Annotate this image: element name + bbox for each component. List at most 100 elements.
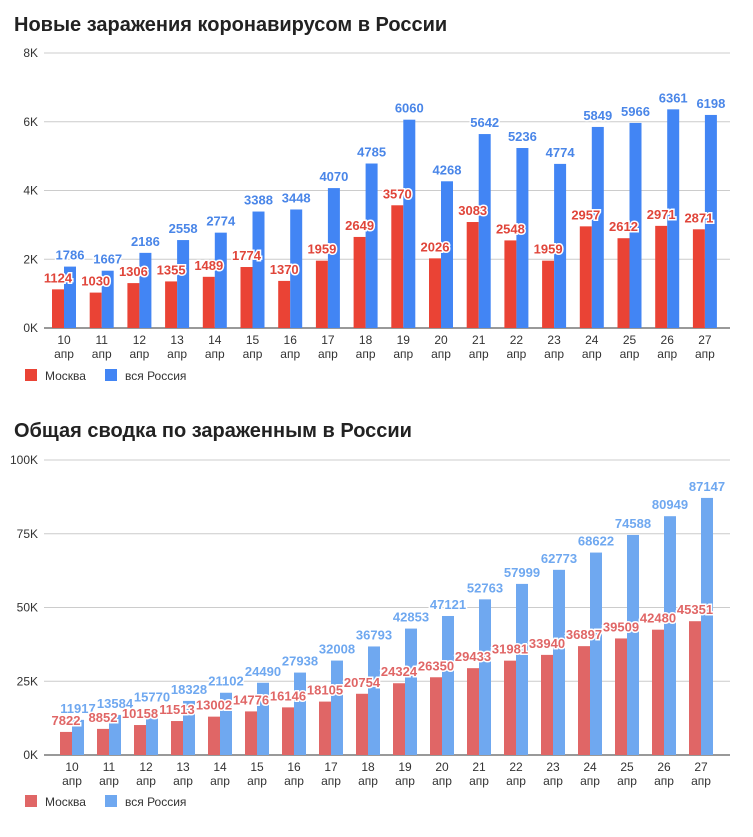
x-tick-month: апр [695,347,715,361]
x-tick-day: 21 [472,760,486,774]
bar-russia [591,126,604,328]
y-tick-label: 50K [17,601,38,615]
y-tick-label: 8K [23,46,38,60]
bar-moscow [208,716,220,755]
y-tick-label: 2K [23,252,38,266]
x-tick-day: 27 [698,333,712,347]
bar-russia [290,209,303,328]
x-tick-month: апр [318,347,338,361]
bar-moscow [353,236,366,328]
bar-russia [516,583,528,755]
x-tick-day: 11 [103,760,116,774]
x-tick-day: 27 [694,760,708,774]
data-label-moscow: 36897 [566,627,602,642]
bar-moscow [393,683,405,755]
bar-russia [294,672,306,755]
x-tick-month: апр [431,347,451,361]
legend-label-moscow: Москва [45,369,86,383]
data-label-moscow: 31981 [492,642,528,657]
chart-title: Общая сводка по зараженным в России [14,420,412,442]
legend-swatch-russia [105,795,117,807]
data-label-russia: 2774 [206,214,236,229]
bar-russia [214,232,227,328]
bar-russia [139,252,152,328]
data-label-moscow: 1774 [232,248,262,263]
x-tick-month: апр [393,347,413,361]
x-tick-day: 13 [176,760,190,774]
x-tick-month: апр [657,347,677,361]
x-tick-day: 20 [434,333,448,347]
x-tick-month: апр [280,347,300,361]
legend-label-russia: вся Россия [125,795,186,809]
x-tick-day: 22 [509,760,523,774]
data-label-russia: 1786 [56,248,85,263]
bar-moscow [689,621,701,755]
x-tick-month: апр [580,774,600,788]
data-label-russia: 3448 [282,190,311,205]
bar-moscow [504,660,516,755]
x-tick-month: апр [506,774,526,788]
x-tick-day: 15 [246,333,260,347]
data-label-russia: 5642 [470,115,499,130]
bar-russia [479,599,491,755]
data-label-russia: 5236 [508,129,537,144]
chart-1: Новые заражения коронавирусом в России 0K… [14,14,730,383]
bar-moscow [430,677,442,755]
bar-russia [629,122,642,328]
bar-russia [64,266,76,328]
x-tick-month: апр [205,347,225,361]
bar-russia [368,646,380,755]
legend: Москва вся Россия [25,369,186,383]
bar-moscow [356,693,368,755]
x-tick-day: 19 [397,333,411,347]
bar-russia [403,119,416,328]
data-label-russia: 21102 [208,674,243,689]
bar-moscow [134,725,146,755]
x-tick-month: апр [210,774,230,788]
data-label-moscow: 8852 [89,710,118,725]
data-label-russia: 6060 [395,101,424,116]
x-tick-day: 18 [361,760,375,774]
x-tick-month: апр [92,347,112,361]
x-tick-day: 26 [661,333,675,347]
data-label-moscow: 10158 [122,706,158,721]
data-label-russia: 4774 [546,145,576,160]
x-tick-day: 16 [287,760,301,774]
data-label-russia: 24490 [245,664,281,679]
x-tick-month: апр [691,774,711,788]
x-tick-month: апр [167,347,187,361]
bar-moscow [245,711,257,755]
x-tick-day: 12 [133,333,147,347]
data-label-moscow: 24324 [381,664,418,679]
y-tick-label: 0K [23,321,38,335]
x-tick-day: 23 [546,760,560,774]
data-label-moscow: 39509 [603,619,639,634]
data-label-russia: 68622 [578,534,614,549]
bar-moscow [652,629,664,755]
bar-russia [183,700,195,755]
x-tick-month: апр [356,347,376,361]
legend: Москва вся Россия [25,795,186,809]
bar-russia [701,497,713,755]
x-tick-day: 16 [284,333,298,347]
x-tick-day: 11 [95,333,108,347]
bar-russia [667,109,680,328]
data-label-moscow: 11513 [159,702,194,717]
bar-russia [101,270,114,328]
x-tick-day: 17 [321,333,335,347]
y-tick-label: 75K [17,527,38,541]
bar-russia [327,188,340,328]
data-label-russia: 52763 [467,580,503,595]
bar-russia [146,708,158,755]
bar-russia [627,534,639,755]
data-label-moscow: 2957 [571,207,600,222]
bar-moscow [240,267,253,328]
data-label-moscow: 16146 [270,688,306,703]
bar-moscow [617,238,630,328]
bar-moscow [165,281,178,328]
data-label-moscow: 3570 [383,186,412,201]
data-label-moscow: 2871 [684,210,713,225]
bar-moscow [97,728,109,755]
bar-moscow [542,260,555,328]
